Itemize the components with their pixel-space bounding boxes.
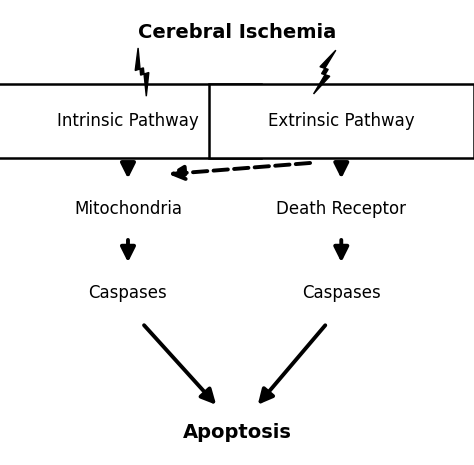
Polygon shape xyxy=(135,48,149,96)
Text: Apoptosis: Apoptosis xyxy=(182,423,292,442)
FancyBboxPatch shape xyxy=(209,84,474,158)
Text: Extrinsic Pathway: Extrinsic Pathway xyxy=(268,112,415,130)
Polygon shape xyxy=(314,50,336,94)
Text: Death Receptor: Death Receptor xyxy=(276,200,406,218)
Text: Mitochondria: Mitochondria xyxy=(74,200,182,218)
Text: Cerebral Ischemia: Cerebral Ischemia xyxy=(138,23,336,42)
Text: Caspases: Caspases xyxy=(302,284,381,302)
FancyBboxPatch shape xyxy=(0,84,261,158)
Text: Caspases: Caspases xyxy=(89,284,167,302)
Text: Intrinsic Pathway: Intrinsic Pathway xyxy=(57,112,199,130)
